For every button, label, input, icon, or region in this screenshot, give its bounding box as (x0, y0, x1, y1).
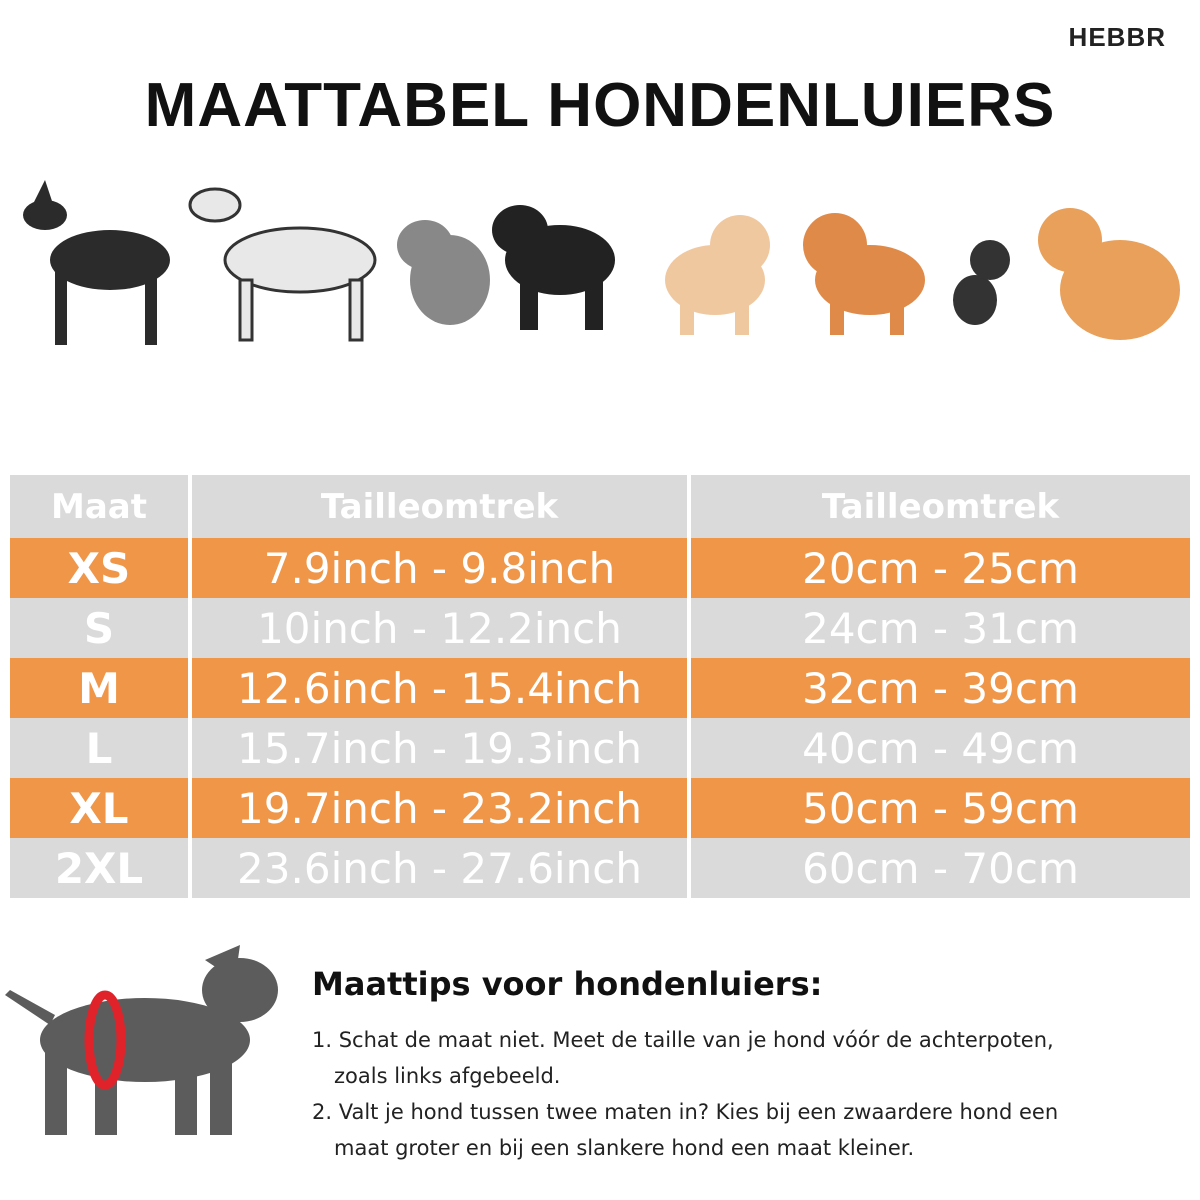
table-row: 2XL 23.6inch - 27.6inch 60cm - 70cm (10, 838, 1190, 898)
dog (953, 240, 1010, 325)
table-cell: 7.9inch - 9.8inch (192, 538, 687, 598)
table-cell: 32cm - 39cm (691, 658, 1190, 718)
table-row: L 15.7inch - 19.3inch 40cm - 49cm (10, 718, 1190, 778)
header-row: Maat Tailleomtrek Tailleomtrek (10, 475, 1190, 538)
table-cell: XL (10, 778, 188, 838)
dog (1038, 208, 1180, 340)
table-cell: XS (10, 538, 188, 598)
table-cell: 19.7inch - 23.2inch (192, 778, 687, 838)
brand: HEBBR (1068, 22, 1166, 52)
header-cell: Maat (10, 475, 188, 538)
table-cell: 12.6inch - 15.4inch (192, 658, 687, 718)
tip-item: 1. Schat de maat niet. Meet de taille va… (312, 1028, 1054, 1088)
size-table: Maat Tailleomtrek Tailleomtrek XS 7.9inch - … (10, 475, 1190, 898)
table-cell: 2XL (10, 838, 188, 898)
header-cell: Tailleomtrek (192, 475, 687, 538)
dog (803, 213, 925, 335)
tips-title: Maattips voor hondenluiers: (312, 965, 823, 1003)
table-cell: L (10, 718, 188, 778)
measuring-dog (5, 945, 278, 1135)
table-row: M 12.6inch - 15.4inch 32cm - 39cm (10, 658, 1190, 718)
table-cell: 23.6inch - 27.6inch (192, 838, 687, 898)
table-cell: 40cm - 49cm (691, 718, 1190, 778)
table-cell: 24cm - 31cm (691, 598, 1190, 658)
dog (188, 187, 377, 342)
dog (492, 205, 615, 330)
table-cell: M (10, 658, 188, 718)
table-cell: 10inch - 12.2inch (192, 598, 687, 658)
table-row: S 10inch - 12.2inch 24cm - 31cm (10, 598, 1190, 658)
table-cell: S (10, 598, 188, 658)
dog-illustrations (23, 180, 1180, 345)
table-cell: 60cm - 70cm (691, 838, 1190, 898)
header-cell: Tailleomtrek (691, 475, 1190, 538)
table-cell: 50cm - 59cm (691, 778, 1190, 838)
tip-item: 2. Valt je hond tussen twee maten in? Ki… (312, 1100, 1059, 1160)
table-cell: 15.7inch - 19.3inch (192, 718, 687, 778)
table-row: XS 7.9inch - 9.8inch 20cm - 25cm (10, 538, 1190, 598)
title: MAATTABEL HONDENLUIERS (144, 71, 1056, 140)
dog (397, 220, 490, 325)
dog (23, 180, 170, 345)
dog (665, 215, 770, 335)
tips-list: 1. Schat de maat niet. Meet de taille va… (312, 1022, 1112, 1166)
table-cell: 20cm - 25cm (691, 538, 1190, 598)
table-row: XL 19.7inch - 23.2inch 50cm - 59cm (10, 778, 1190, 838)
